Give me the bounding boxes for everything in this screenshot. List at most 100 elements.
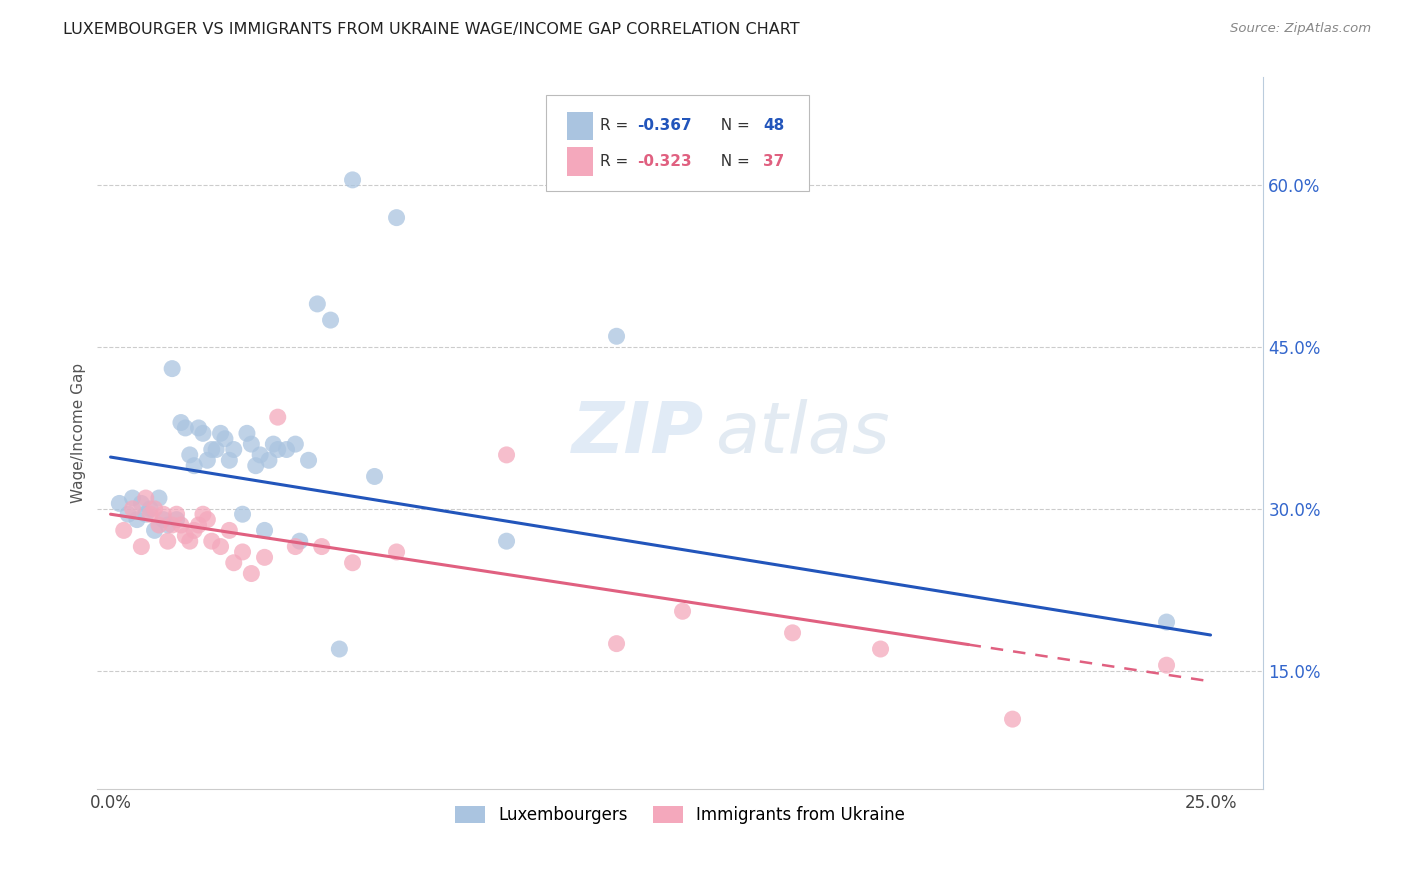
Point (606, 329, 628, 343)
Point (257, 453, 280, 467)
FancyBboxPatch shape (547, 95, 808, 191)
Point (276, 442, 298, 457)
Point (117, 507, 139, 521)
Point (160, 361, 183, 376)
Point (307, 297, 329, 311)
Point (284, 540, 307, 554)
Point (183, 524, 205, 538)
Point (152, 513, 174, 527)
Point (179, 534, 201, 549)
Text: 37: 37 (763, 154, 785, 169)
Point (385, 211, 408, 225)
Text: N =: N = (710, 119, 754, 133)
Point (782, 625, 804, 640)
Point (179, 448, 201, 462)
Point (385, 545, 408, 559)
Text: 48: 48 (763, 119, 785, 133)
Point (156, 534, 179, 549)
Text: Source: ZipAtlas.com: Source: ZipAtlas.com (1230, 22, 1371, 36)
Point (139, 507, 162, 521)
Point (262, 437, 284, 451)
Point (267, 442, 290, 457)
Point (253, 550, 276, 565)
Point (131, 496, 153, 510)
Point (139, 501, 162, 516)
Point (222, 442, 245, 457)
Point (183, 458, 205, 473)
Point (311, 540, 333, 554)
Point (125, 513, 148, 527)
Text: atlas: atlas (716, 399, 890, 467)
Point (1156, 615, 1178, 629)
Point (253, 524, 276, 538)
FancyBboxPatch shape (567, 112, 593, 140)
Text: N =: N = (710, 154, 754, 169)
Point (495, 534, 517, 549)
Point (1156, 658, 1178, 673)
Point (135, 491, 157, 505)
Point (166, 513, 188, 527)
Point (191, 507, 214, 521)
Point (108, 496, 131, 510)
Point (160, 518, 183, 533)
Point (121, 501, 143, 516)
Point (148, 518, 170, 533)
Y-axis label: Wage/Income Gap: Wage/Income Gap (72, 363, 86, 503)
Point (232, 545, 254, 559)
Point (135, 507, 157, 521)
Point (131, 540, 153, 554)
Point (201, 442, 224, 457)
Point (156, 518, 179, 533)
Point (191, 426, 214, 441)
Point (342, 173, 364, 187)
Point (267, 410, 290, 425)
Point (240, 437, 263, 451)
Point (166, 507, 188, 521)
Legend: Luxembourgers, Immigrants from Ukraine: Luxembourgers, Immigrants from Ukraine (446, 796, 915, 834)
Point (249, 448, 271, 462)
Point (187, 421, 209, 435)
Text: R =: R = (600, 119, 633, 133)
Point (148, 491, 170, 505)
Point (209, 540, 232, 554)
Point (143, 524, 166, 538)
Text: -0.367: -0.367 (637, 119, 692, 133)
Point (342, 556, 364, 570)
Point (201, 534, 224, 549)
Point (297, 453, 319, 467)
Point (152, 507, 174, 521)
Point (222, 556, 245, 570)
Point (328, 642, 350, 657)
Point (363, 469, 385, 483)
Point (495, 448, 517, 462)
Point (236, 426, 259, 441)
Text: LUXEMBOURGER VS IMMIGRANTS FROM UKRAINE WAGE/INCOME GAP CORRELATION CHART: LUXEMBOURGER VS IMMIGRANTS FROM UKRAINE … (63, 22, 800, 37)
Point (245, 458, 267, 473)
FancyBboxPatch shape (567, 147, 593, 176)
Point (319, 313, 342, 327)
Point (195, 513, 218, 527)
Point (284, 437, 307, 451)
Point (214, 432, 236, 446)
Point (170, 416, 193, 430)
Point (240, 566, 263, 581)
Point (187, 518, 209, 533)
Point (195, 453, 218, 467)
Point (143, 501, 166, 516)
Point (205, 442, 228, 457)
Point (218, 524, 240, 538)
Point (121, 491, 143, 505)
Point (288, 534, 311, 549)
Text: R =: R = (600, 154, 633, 169)
Point (1001, 712, 1024, 726)
Text: ZIP: ZIP (571, 399, 703, 467)
Point (170, 518, 193, 533)
Point (174, 421, 197, 435)
Point (209, 426, 232, 441)
Text: -0.323: -0.323 (637, 154, 692, 169)
Point (218, 453, 240, 467)
Point (606, 637, 628, 651)
Point (174, 529, 197, 543)
Point (112, 524, 135, 538)
Point (869, 642, 891, 657)
